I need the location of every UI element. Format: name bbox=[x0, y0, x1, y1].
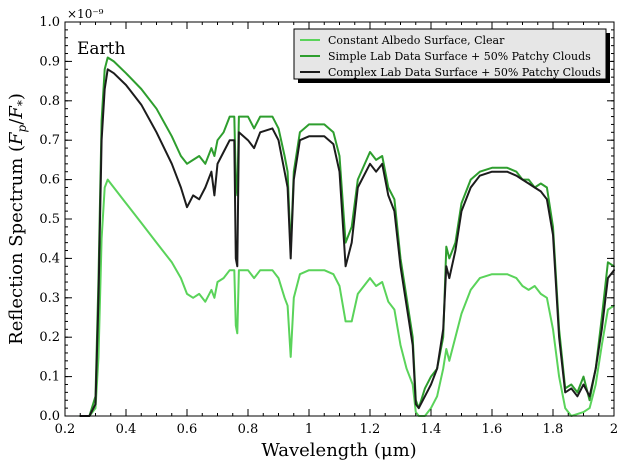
x-tick-labels: 0.2 0.4 0.6 0.8 1 1.2 1.4 1.6 1.8 2 bbox=[55, 422, 618, 437]
y-axis-label: Reflection Spectrum (Fp/F*) bbox=[6, 93, 29, 345]
series-line-2 bbox=[79, 56, 615, 417]
y-tick-label: 1.0 bbox=[39, 15, 60, 30]
y-axis-label-slash: / bbox=[6, 118, 27, 125]
legend-label-3: Complex Lab Data Surface + 50% Patchy Cl… bbox=[328, 66, 601, 79]
y-axis-label-close: ) bbox=[6, 93, 27, 100]
ticks-layer bbox=[64, 21, 615, 417]
x-tick-label: 1.4 bbox=[421, 422, 442, 437]
y-axis-label-text: Reflection Spectrum ( bbox=[6, 145, 27, 345]
legend: Constant Albedo Surface, Clear Simple Lab… bbox=[293, 28, 610, 83]
legend-label-1: Constant Albedo Surface, Clear bbox=[328, 34, 505, 47]
x-tick-label: 1.2 bbox=[360, 422, 381, 437]
y-tick-label: 0.3 bbox=[39, 291, 60, 306]
y-tick-label: 0.9 bbox=[39, 54, 60, 69]
x-tick-label: 1 bbox=[305, 422, 313, 437]
x-tick-label: 1.8 bbox=[543, 422, 564, 437]
y-tick-label: 0.6 bbox=[39, 173, 60, 188]
series-layer bbox=[79, 56, 615, 417]
y-tick-label: 0.8 bbox=[39, 94, 60, 109]
y-tick-label: 0.1 bbox=[39, 370, 60, 385]
x-tick-label: 0.8 bbox=[238, 422, 259, 437]
y-axis-label-p: p bbox=[15, 124, 29, 132]
series-line-3 bbox=[79, 68, 615, 417]
legend-entries: Constant Albedo Surface, Clear Simple Lab… bbox=[300, 34, 601, 79]
x-axis-label: Wavelength (μm) bbox=[261, 440, 416, 461]
y-tick-label: 0.0 bbox=[39, 409, 60, 424]
y-tick-label: 0.5 bbox=[39, 212, 60, 227]
y-axis-label-star: * bbox=[15, 100, 29, 106]
x-tick-label: 0.6 bbox=[177, 422, 198, 437]
x-tick-label: 2 bbox=[610, 422, 618, 437]
y-axis-label-fp: F bbox=[6, 131, 27, 146]
x-tick-label: 0.2 bbox=[55, 422, 76, 437]
x-tick-label: 1.6 bbox=[482, 422, 503, 437]
y-axis-label-fs: F bbox=[6, 105, 27, 120]
legend-label-2: Simple Lab Data Surface + 50% Patchy Clo… bbox=[328, 50, 591, 63]
y-tick-label: 0.4 bbox=[39, 251, 60, 266]
y-tick-label: 0.7 bbox=[39, 133, 60, 148]
legend-box bbox=[293, 28, 607, 80]
y-offset-text: ×10⁻⁹ bbox=[67, 7, 104, 21]
panel-label: Earth bbox=[77, 39, 126, 59]
x-tick-label: 0.4 bbox=[116, 422, 137, 437]
series-line-1 bbox=[79, 178, 615, 417]
y-tick-label: 0.2 bbox=[39, 330, 60, 345]
y-tick-labels: 0.0 0.1 0.2 0.3 0.4 0.5 0.6 0.7 0.8 0.9 1.0 bbox=[39, 15, 60, 424]
